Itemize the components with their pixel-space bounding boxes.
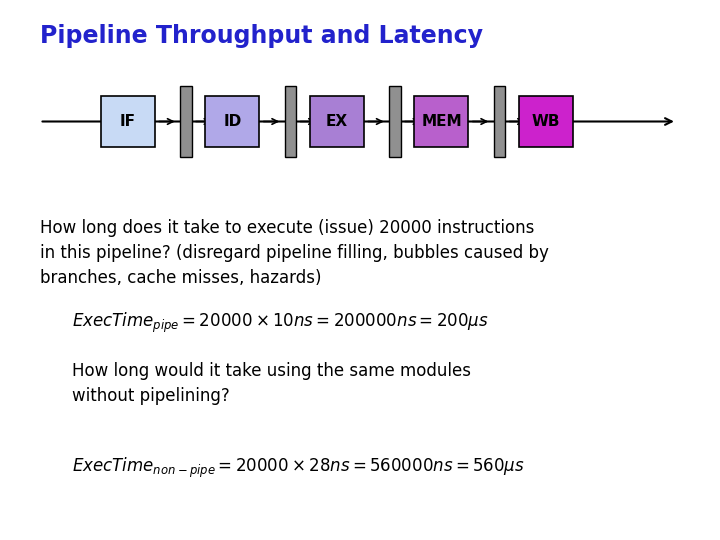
FancyBboxPatch shape: [310, 96, 364, 147]
FancyBboxPatch shape: [415, 96, 469, 147]
Text: Pipeline Throughput and Latency: Pipeline Throughput and Latency: [40, 24, 482, 48]
Text: IF: IF: [120, 114, 136, 129]
Text: $\mathit{ExecTime}_{\mathit{pipe}} = 20000\times10\mathit{ns} = 200000\mathit{ns: $\mathit{ExecTime}_{\mathit{pipe}} = 200…: [72, 310, 489, 335]
Text: How long would it take using the same modules
without pipelining?: How long would it take using the same mo…: [72, 362, 471, 405]
Text: MEM: MEM: [421, 114, 462, 129]
FancyBboxPatch shape: [390, 86, 401, 157]
FancyBboxPatch shape: [284, 86, 296, 157]
Text: $\mathit{ExecTime}_{\mathit{non-pipe}} = 20000\times28\mathit{ns} = 560000\mathi: $\mathit{ExecTime}_{\mathit{non-pipe}} =…: [72, 456, 525, 481]
FancyBboxPatch shape: [494, 86, 505, 157]
FancyBboxPatch shape: [205, 96, 259, 147]
FancyBboxPatch shape: [180, 86, 192, 157]
Text: WB: WB: [532, 114, 560, 129]
Text: ID: ID: [223, 114, 242, 129]
FancyBboxPatch shape: [101, 96, 155, 147]
Text: How long does it take to execute (issue) 20000 instructions
in this pipeline? (d: How long does it take to execute (issue)…: [40, 219, 549, 287]
FancyBboxPatch shape: [519, 96, 573, 147]
Text: EX: EX: [326, 114, 348, 129]
